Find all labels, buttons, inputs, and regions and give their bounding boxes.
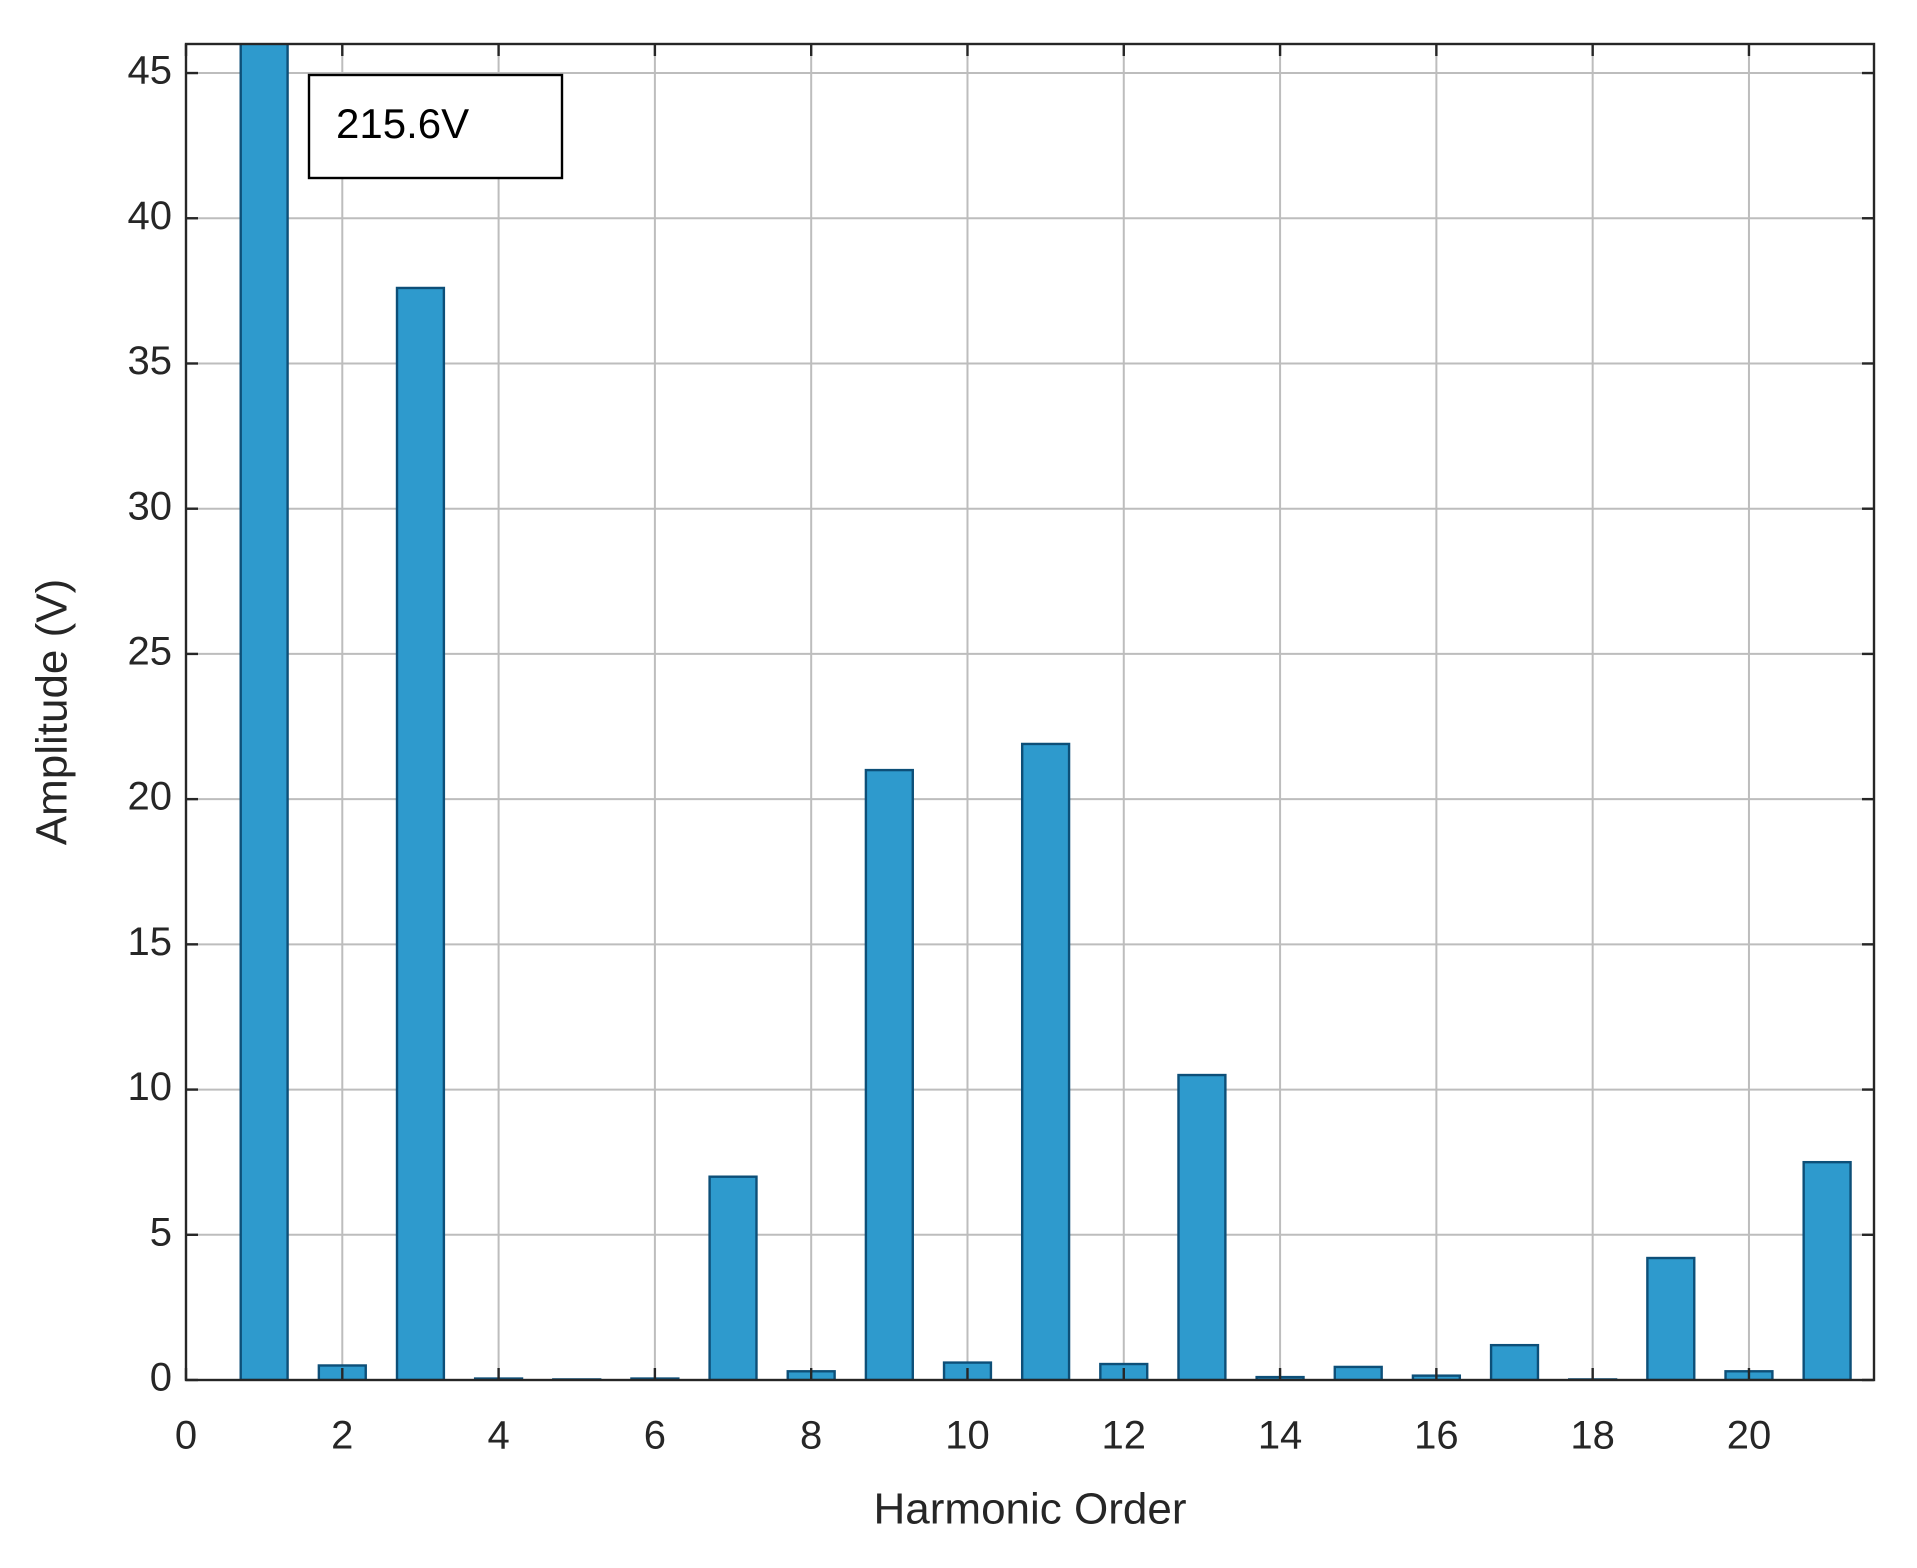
y-axis-label: Amplitude (V) — [28, 579, 77, 846]
bar — [864, 768, 914, 1380]
x-tick-label: 18 — [1570, 1414, 1615, 1458]
y-tick-label: 30 — [128, 484, 173, 528]
bar — [1802, 1160, 1852, 1380]
bar — [1489, 1343, 1540, 1380]
bar — [1646, 1256, 1696, 1380]
bars — [239, 44, 1852, 1380]
y-tick-label: 10 — [128, 1065, 173, 1109]
x-tick-label: 20 — [1727, 1414, 1772, 1458]
x-tick-label: 0 — [175, 1414, 197, 1458]
y-tick-label: 45 — [128, 49, 173, 93]
bar — [708, 1175, 758, 1380]
y-tick-label: 5 — [150, 1210, 172, 1254]
x-tick-label: 10 — [945, 1414, 990, 1458]
y-tick-label: 25 — [128, 629, 173, 673]
bar — [395, 286, 446, 1380]
bar — [1177, 1073, 1227, 1380]
bar — [1020, 742, 1071, 1380]
x-tick-label: 8 — [800, 1414, 822, 1458]
y-tick-label: 40 — [128, 194, 173, 238]
x-tick-label: 2 — [331, 1414, 353, 1458]
axes-frame — [184, 42, 1876, 1382]
y-tick-label: 15 — [128, 920, 173, 964]
x-tick-label: 14 — [1258, 1414, 1303, 1458]
annotation: 215.6V — [336, 100, 469, 147]
x-tick-label: 16 — [1414, 1414, 1459, 1458]
y-tick-label: 35 — [128, 339, 173, 383]
annotation-box — [307, 73, 564, 180]
x-tick-label: 12 — [1102, 1414, 1147, 1458]
y-tick-label: 20 — [128, 775, 173, 819]
bar — [1333, 1365, 1383, 1380]
bar — [239, 44, 289, 1380]
x-tick-label: 6 — [644, 1414, 666, 1458]
ticks: 0 5 10 15 20 25 30 35 40 45 0 2 4 6 8 10 12 14 16 18 20 — [128, 44, 1874, 1458]
x-axis-label: Harmonic Order — [874, 1485, 1187, 1534]
y-tick-label: 0 — [150, 1356, 172, 1400]
x-tick-label: 4 — [487, 1414, 509, 1458]
